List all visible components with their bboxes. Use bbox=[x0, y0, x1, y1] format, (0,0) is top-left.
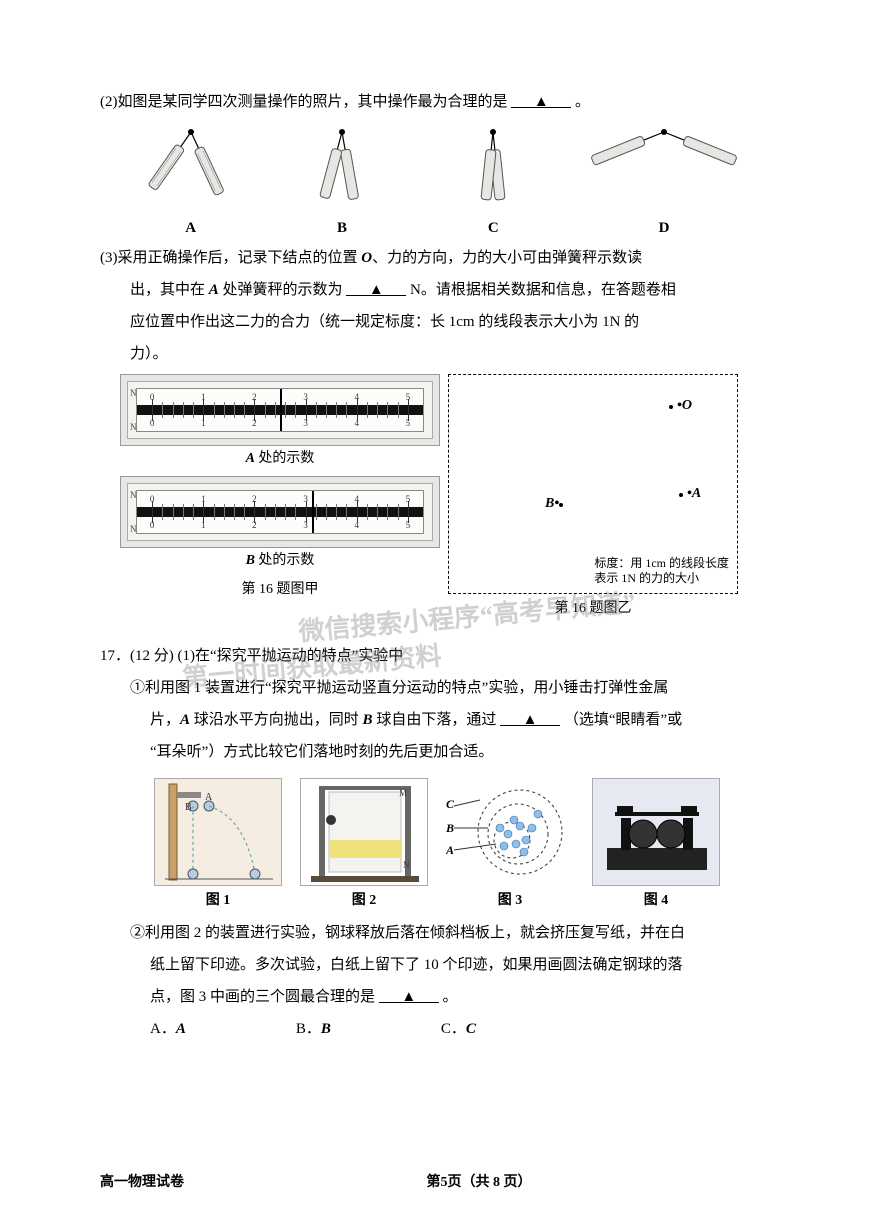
page-footer: 高一物理试卷 第5页（共 8 页） bbox=[100, 1172, 774, 1194]
fig3-label: 图 3 bbox=[446, 890, 574, 912]
spring-option-A: A bbox=[120, 124, 261, 240]
fig2-label: 图 2 bbox=[300, 890, 428, 912]
point-B-label: B• bbox=[545, 493, 559, 515]
fig1-cell: B A 图 1 bbox=[154, 778, 282, 912]
spring-options-row: A B C bbox=[120, 124, 754, 240]
spring-label-C: C bbox=[423, 216, 564, 240]
q17-choices: A．A B．B C．C bbox=[100, 1017, 774, 1041]
scale-pointer-B bbox=[312, 491, 314, 533]
fig3-box: C B A bbox=[446, 778, 574, 886]
fig2-cell: M N 图 2 bbox=[300, 778, 428, 912]
fig4-cell: 图 4 bbox=[592, 778, 720, 912]
dash-caption: 标度：用 1cm 的线段长度 表示 1N 的力的大小 bbox=[594, 556, 729, 587]
svg-text:B: B bbox=[185, 802, 192, 813]
q16-part2-text: (2)如图是某同学四次测量操作的照片，其中操作最为合理的是 ▲ 。 bbox=[100, 90, 774, 114]
point-O-label: •O bbox=[677, 395, 692, 417]
fig4-label: 图 4 bbox=[592, 890, 720, 912]
q16-part3-l1: (3)采用正确操作后，记录下结点的位置 O、力的方向，力的大小可由弹簧秤示数读 bbox=[100, 246, 774, 270]
scale-photos: N N 001122334455 A 处的示数 N N 001122334455 bbox=[120, 374, 440, 620]
measurement-row: N N 001122334455 A 处的示数 N N 001122334455 bbox=[120, 374, 774, 620]
spring-option-B: B bbox=[271, 124, 412, 240]
footer-left: 高一物理试卷 bbox=[100, 1172, 184, 1194]
fig4-box bbox=[592, 778, 720, 886]
q17-c1-l1: ①利用图 1 装置进行“探究平抛运动竖直分运动的特点”实验，用小锤击打弹性金属 bbox=[100, 676, 774, 700]
choice-A: A．A bbox=[150, 1017, 186, 1041]
q16-part2-blank: ▲ bbox=[511, 90, 571, 108]
point-O-dot bbox=[669, 405, 673, 409]
q16-part2-pre: (2)如图是某同学四次测量操作的照片，其中操作最为合理的是 bbox=[100, 94, 508, 110]
q17-c1-l2: 片，A 球沿水平方向抛出，同时 B 球自由下落，通过 ▲ （选填“眼睛看”或 bbox=[100, 708, 774, 732]
point-A-label: •A bbox=[687, 483, 701, 505]
spring-label-A: A bbox=[120, 216, 261, 240]
fig-caption-left: 第 16 题图甲 bbox=[120, 579, 440, 601]
fig1-label: 图 1 bbox=[154, 890, 282, 912]
svg-text:C: C bbox=[446, 797, 455, 811]
spring-option-C: C bbox=[423, 124, 564, 240]
choice-C: C．C bbox=[441, 1017, 476, 1041]
q17-c2-l2: 纸上留下印迹。多次试验，白纸上留下了 10 个印迹，如果用画圆法确定钢球的落 bbox=[100, 953, 774, 977]
spring-diagram-D bbox=[574, 124, 754, 214]
q17-header: 17．(12 分) (1)在“探究平抛运动的特点”实验中 bbox=[100, 644, 774, 668]
point-B-dot bbox=[559, 503, 563, 507]
spring-diagram-A bbox=[126, 124, 256, 214]
q17-fig-row: B A 图 1 M N bbox=[100, 778, 774, 912]
scale-pointer-A bbox=[280, 389, 282, 431]
spring-label-D: D bbox=[574, 216, 754, 240]
svg-text:N: N bbox=[403, 860, 410, 870]
scale-photo-B: N N 001122334455 bbox=[120, 476, 440, 548]
q17-c2-l3: 点，图 3 中画的三个圆最合理的是 ▲ 。 bbox=[100, 985, 774, 1009]
fig2-box: M N bbox=[300, 778, 428, 886]
svg-text:B: B bbox=[446, 821, 454, 835]
force-diagram-box: •O •A B• 标度：用 1cm 的线段长度 表示 1N 的力的大小 第 16… bbox=[448, 374, 738, 620]
q17-c2-l1: ②利用图 2 的装置进行实验，钢球释放后落在倾斜档板上，就会挤压复写纸，并在白 bbox=[100, 921, 774, 945]
footer-center: 第5页（共 8 页） bbox=[184, 1172, 774, 1194]
scale-caption-B: B 处的示数 bbox=[120, 550, 440, 572]
svg-text:M: M bbox=[399, 788, 407, 798]
q16-part3-blank: ▲ bbox=[346, 278, 406, 296]
q16-part3-l3: 应位置中作出这二力的合力（统一规定标度：长 1cm 的线段表示大小为 1N 的 bbox=[100, 310, 774, 334]
point-A-dot bbox=[679, 493, 683, 497]
spring-diagram-B bbox=[277, 124, 407, 214]
svg-text:A: A bbox=[446, 843, 454, 857]
q16-part2-post: 。 bbox=[575, 94, 590, 110]
q16-part3-l2: 出，其中在 A 处弹簧秤的示数为 ▲ N。请根据相关数据和信息，在答题卷相 bbox=[100, 278, 774, 302]
fig1-box: B A bbox=[154, 778, 282, 886]
dash-box: •O •A B• 标度：用 1cm 的线段长度 表示 1N 的力的大小 bbox=[448, 374, 738, 594]
q17-c1-l3: “耳朵听”）方式比较它们落地时刻的先后更加合适。 bbox=[100, 740, 774, 764]
scale-caption-A: A 处的示数 bbox=[120, 448, 440, 470]
spring-label-B: B bbox=[271, 216, 412, 240]
spring-option-D: D bbox=[574, 124, 754, 240]
scale-ticks-B: 001122334455 bbox=[141, 493, 419, 531]
q16-part3-l4: 力）。 bbox=[100, 342, 774, 366]
svg-text:A: A bbox=[205, 792, 213, 803]
fig3-cell: C B A 图 3 bbox=[446, 778, 574, 912]
q17-c2-blank: ▲ bbox=[379, 985, 439, 1003]
fig-caption-right: 第 16 题图乙 bbox=[448, 598, 738, 620]
q17-c1-blank: ▲ bbox=[500, 708, 560, 726]
scale-photo-A: N N 001122334455 bbox=[120, 374, 440, 446]
choice-B: B．B bbox=[296, 1017, 331, 1041]
spring-diagram-C bbox=[428, 124, 558, 214]
